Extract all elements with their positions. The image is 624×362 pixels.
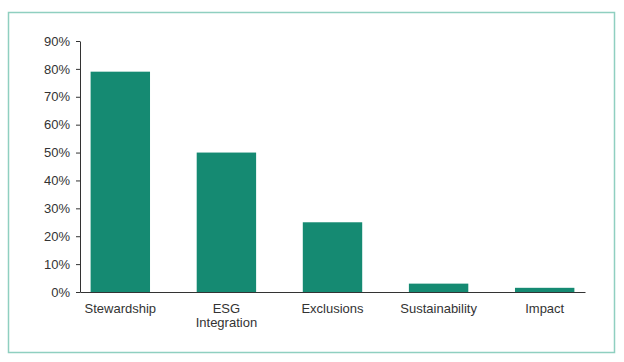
x-tick: Stewardship — [85, 292, 157, 316]
y-tick-label: 50% — [44, 145, 70, 160]
y-tick-mark — [76, 180, 80, 181]
y-tick: 70% — [44, 89, 80, 104]
bar — [515, 288, 574, 292]
y-tick-mark — [76, 125, 80, 126]
x-tick: ESGIntegration — [196, 292, 257, 330]
y-tick-mark — [76, 208, 80, 209]
y-axis-line — [80, 42, 81, 293]
y-tick-mark — [76, 97, 80, 98]
bar — [409, 284, 468, 292]
y-tick-label: 30% — [44, 201, 70, 216]
bar — [303, 222, 362, 292]
y-tick: 90% — [44, 34, 80, 49]
x-tick-label: ESGIntegration — [196, 301, 257, 330]
y-tick: 20% — [44, 229, 80, 244]
y-tick-mark — [76, 292, 80, 293]
x-tick: Exclusions — [301, 292, 364, 316]
x-axis-line — [81, 292, 586, 293]
x-tick-label: Exclusions — [301, 301, 364, 316]
x-tick-label: Stewardship — [85, 301, 157, 316]
y-tick-label: 70% — [44, 89, 70, 104]
y-tick-mark — [76, 41, 80, 42]
y-tick-label: 10% — [44, 257, 70, 272]
y-tick-label: 80% — [44, 62, 70, 77]
bar — [197, 153, 256, 292]
x-tick-label-line: Integration — [196, 315, 257, 330]
x-tick: Sustainability — [400, 292, 477, 316]
y-tick: 10% — [44, 257, 80, 272]
plot: 0% 10% 20% 30% 40% 50% 60% 70% 80% 90% Stewardship… — [44, 34, 586, 330]
y-tick: 50% — [44, 145, 80, 160]
bars — [91, 72, 575, 292]
y-axis: 0% 10% 20% 30% 40% 50% 60% 70% 80% 90% — [44, 34, 81, 300]
y-tick: 60% — [44, 117, 80, 132]
y-tick-label: 40% — [44, 173, 70, 188]
y-tick-mark — [76, 153, 80, 154]
y-tick: 40% — [44, 173, 80, 188]
y-tick-mark — [76, 236, 80, 237]
y-tick-mark — [76, 69, 80, 70]
bar — [91, 72, 150, 292]
y-tick-mark — [76, 264, 80, 265]
y-tick-label: 0% — [51, 285, 70, 300]
y-tick-label: 90% — [44, 34, 70, 49]
y-tick: 30% — [44, 201, 80, 216]
x-tick: Impact — [525, 292, 564, 316]
y-tick-label: 20% — [44, 229, 70, 244]
x-axis: Stewardship ESGIntegration Exclusions Susta… — [81, 292, 586, 330]
y-tick-label: 60% — [44, 117, 70, 132]
x-tick-label: Impact — [525, 301, 564, 316]
y-tick: 0% — [51, 285, 80, 300]
x-tick-label: Sustainability — [400, 301, 477, 316]
frame — [9, 13, 615, 353]
chart: 0% 10% 20% 30% 40% 50% 60% 70% 80% 90% Stewardship… — [0, 0, 624, 362]
y-tick: 80% — [44, 62, 80, 77]
